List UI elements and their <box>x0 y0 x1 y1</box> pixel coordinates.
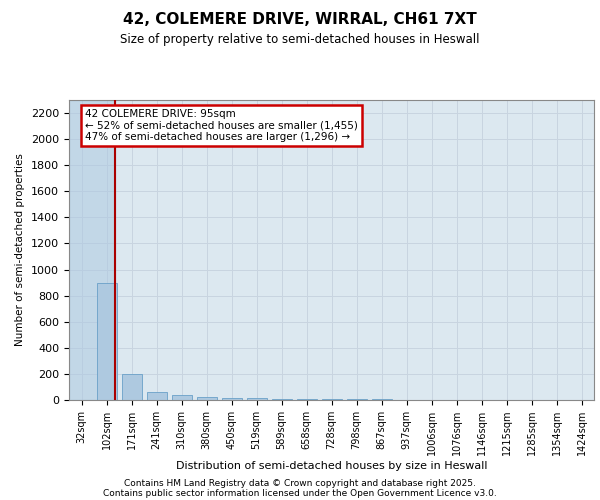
Bar <box>221 398 241 400</box>
Text: Contains public sector information licensed under the Open Government Licence v3: Contains public sector information licen… <box>103 488 497 498</box>
Bar <box>197 396 217 400</box>
Bar <box>322 399 341 400</box>
Bar <box>121 374 142 400</box>
Bar <box>296 399 317 400</box>
Text: Contains HM Land Registry data © Crown copyright and database right 2025.: Contains HM Land Registry data © Crown c… <box>124 478 476 488</box>
Text: 42 COLEMERE DRIVE: 95sqm
← 52% of semi-detached houses are smaller (1,455)
47% o: 42 COLEMERE DRIVE: 95sqm ← 52% of semi-d… <box>85 109 358 142</box>
Bar <box>172 396 191 400</box>
Bar <box>146 392 167 400</box>
Text: Size of property relative to semi-detached houses in Heswall: Size of property relative to semi-detach… <box>120 32 480 46</box>
Text: 42, COLEMERE DRIVE, WIRRAL, CH61 7XT: 42, COLEMERE DRIVE, WIRRAL, CH61 7XT <box>123 12 477 28</box>
Bar <box>69 100 115 400</box>
X-axis label: Distribution of semi-detached houses by size in Heswall: Distribution of semi-detached houses by … <box>176 461 487 471</box>
Bar <box>247 398 266 400</box>
Y-axis label: Number of semi-detached properties: Number of semi-detached properties <box>16 154 25 346</box>
Bar <box>97 282 116 400</box>
Bar <box>271 398 292 400</box>
